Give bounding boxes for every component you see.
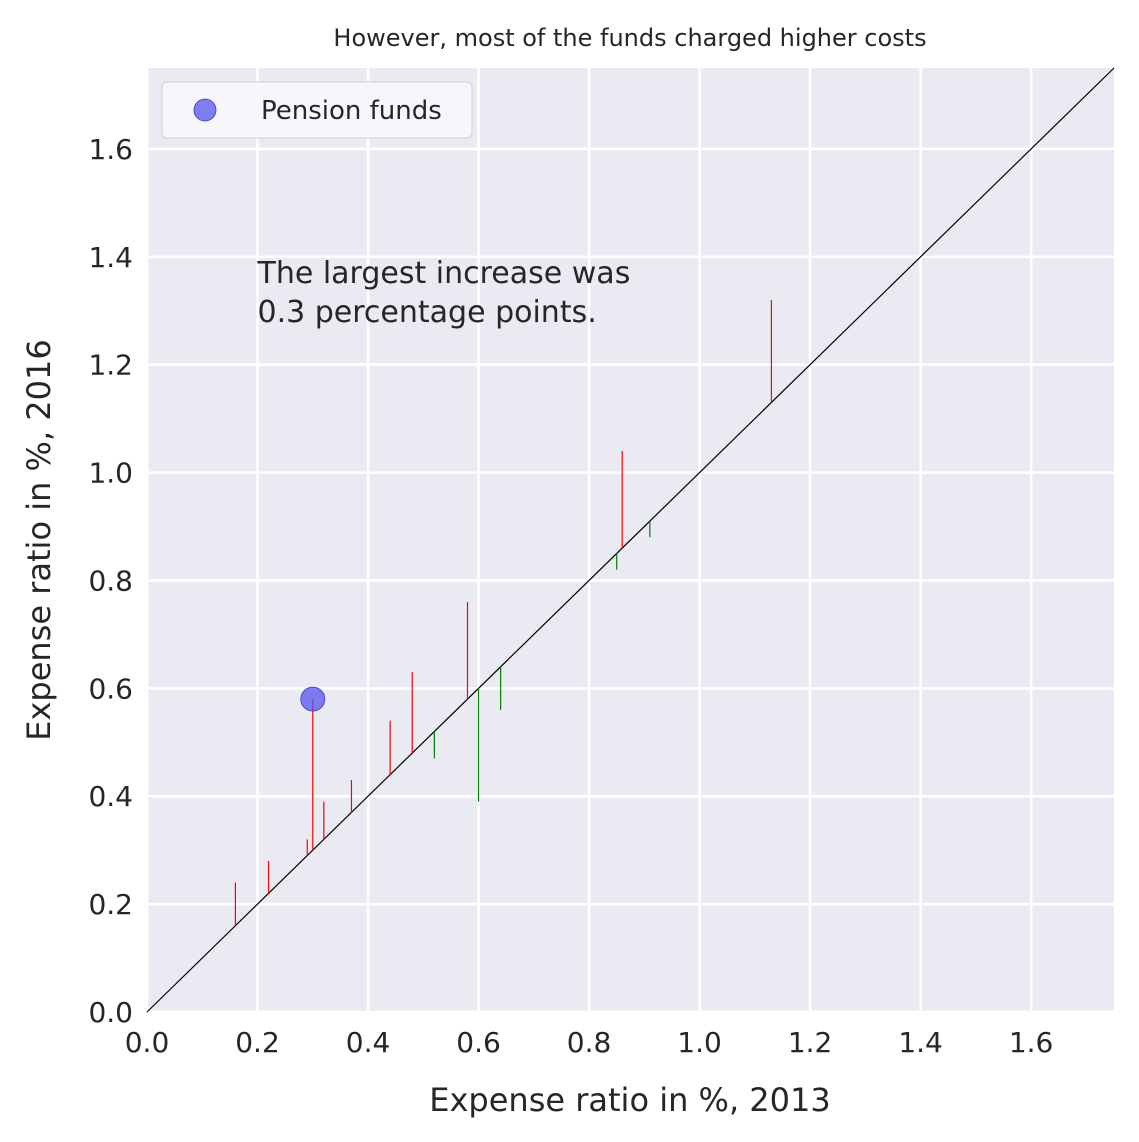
chart-title: However, most of the funds charged highe… <box>333 24 926 52</box>
x-tick-labels: 0.0 0.2 0.4 0.6 0.8 1.0 1.2 1.4 1.6 <box>125 1026 1054 1059</box>
x-tick-label: 1.6 <box>1009 1026 1054 1059</box>
y-tick-label: 1.4 <box>88 241 133 274</box>
y-tick-label: 0.8 <box>88 564 133 597</box>
x-tick-label: 0.0 <box>125 1026 170 1059</box>
diagonal-reference-line <box>146 67 1115 1013</box>
x-tick-label: 0.4 <box>346 1026 391 1059</box>
legend: Pension funds <box>161 81 473 139</box>
y-tick-labels: 0.0 0.2 0.4 0.6 0.8 1.0 1.2 1.4 1.6 <box>88 133 133 1029</box>
x-tick-label: 0.8 <box>567 1026 612 1059</box>
y-tick-label: 1.6 <box>88 133 133 166</box>
y-tick-label: 0.0 <box>88 996 133 1029</box>
x-tick-label: 0.2 <box>235 1026 280 1059</box>
legend-box <box>161 81 473 139</box>
pension-fund-point <box>300 686 326 712</box>
x-tick-label: 1.2 <box>788 1026 833 1059</box>
legend-label: Pension funds <box>261 96 442 126</box>
y-tick-label: 0.4 <box>88 780 133 813</box>
y-axis-label: Expense ratio in %, 2016 <box>20 339 58 740</box>
annotation-line-2: 0.3 percentage points. <box>258 295 597 330</box>
annotation-text: The largest increase was 0.3 percentage … <box>257 256 640 330</box>
x-tick-label: 0.6 <box>456 1026 501 1059</box>
legend-marker <box>193 98 217 122</box>
y-tick-label: 1.0 <box>88 457 133 490</box>
data-marks <box>234 299 773 926</box>
y-tick-label: 0.2 <box>88 888 133 921</box>
y-tick-label: 1.2 <box>88 349 133 382</box>
x-axis-label: Expense ratio in %, 2013 <box>429 1081 830 1119</box>
x-tick-label: 1.4 <box>898 1026 943 1059</box>
annotation-line-1: The largest increase was <box>257 256 631 291</box>
y-tick-label: 0.6 <box>88 672 133 705</box>
x-tick-label: 1.0 <box>677 1026 722 1059</box>
grid-lines <box>145 68 1114 1014</box>
